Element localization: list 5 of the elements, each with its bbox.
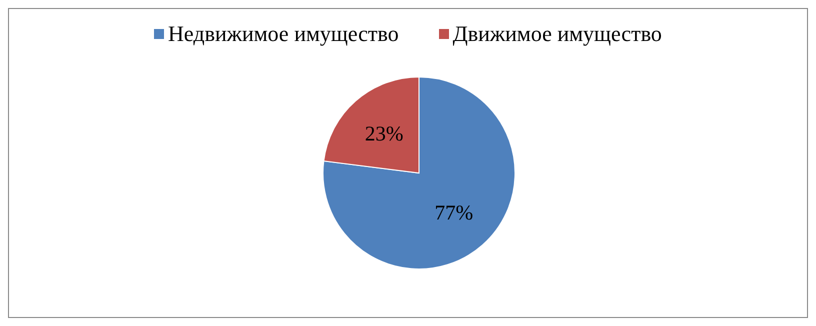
data-label: 77% — [434, 200, 474, 225]
pie-slice — [322, 76, 516, 270]
data-label: 23% — [364, 121, 404, 146]
legend-label: Недвижимое имущество — [167, 21, 399, 47]
legend-label: Движимое имущество — [452, 21, 662, 47]
